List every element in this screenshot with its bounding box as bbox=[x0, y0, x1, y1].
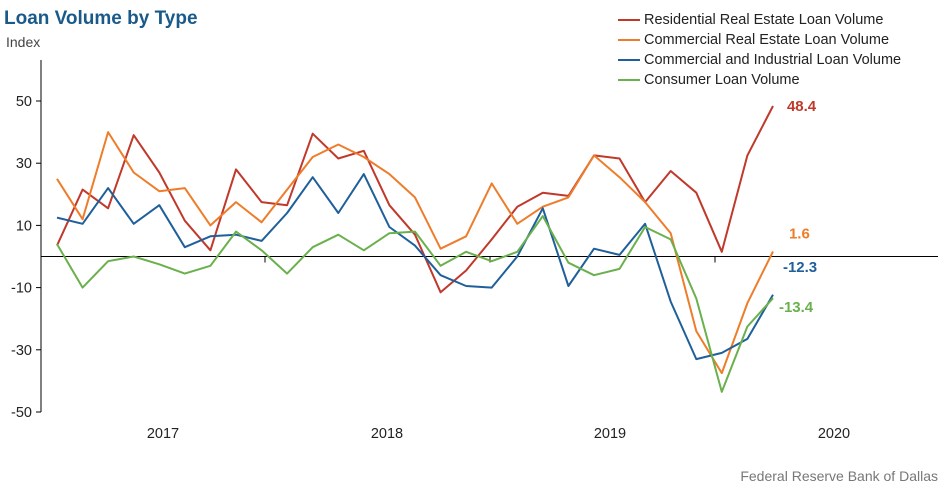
x-tick-label: 2019 bbox=[594, 426, 626, 442]
legend-swatch-commercial-industrial bbox=[618, 59, 640, 61]
legend-item-commercial-real-estate: Commercial Real Estate Loan Volume bbox=[618, 30, 901, 50]
chart-title: Loan Volume by Type bbox=[4, 8, 198, 29]
series-line-0 bbox=[56, 105, 774, 294]
series-line-1 bbox=[56, 131, 774, 375]
y-tick-label: 30 bbox=[16, 156, 32, 172]
series-end-label: 1.6 bbox=[789, 226, 810, 243]
source-note: Federal Reserve Bank of Dallas bbox=[740, 468, 938, 484]
x-tick-label: 2018 bbox=[371, 426, 403, 442]
y-tick-label: 10 bbox=[16, 218, 32, 234]
legend-swatch-consumer bbox=[618, 79, 640, 81]
series-end-label: -13.4 bbox=[779, 299, 814, 316]
legend-swatch-residential bbox=[618, 19, 640, 21]
legend-label-consumer: Consumer Loan Volume bbox=[644, 72, 800, 88]
series-line-3 bbox=[56, 215, 774, 393]
legend-item-commercial-industrial: Commercial and Industrial Loan Volume bbox=[618, 50, 901, 70]
x-tick-label: 2020 bbox=[818, 426, 850, 442]
y-tick-label: 50 bbox=[16, 94, 32, 110]
legend-label-commercial-real-estate: Commercial Real Estate Loan Volume bbox=[644, 32, 890, 48]
legend-item-consumer: Consumer Loan Volume bbox=[618, 70, 901, 90]
x-tick-label: 2017 bbox=[147, 426, 179, 442]
y-tick-label: -30 bbox=[11, 343, 32, 359]
legend-item-residential: Residential Real Estate Loan Volume bbox=[618, 10, 901, 30]
y-axis-label: Index bbox=[6, 34, 41, 50]
legend-label-residential: Residential Real Estate Loan Volume bbox=[644, 12, 884, 28]
y-tick-label: -10 bbox=[11, 281, 32, 297]
legend-swatch-commercial-real-estate bbox=[618, 39, 640, 41]
series-line-2 bbox=[56, 173, 774, 361]
series-end-label: 48.4 bbox=[787, 98, 817, 115]
legend: Residential Real Estate Loan Volume Comm… bbox=[618, 10, 901, 90]
series-end-label: -12.3 bbox=[783, 259, 817, 276]
legend-label-commercial-industrial: Commercial and Industrial Loan Volume bbox=[644, 52, 902, 68]
y-tick-label: -50 bbox=[11, 405, 32, 421]
